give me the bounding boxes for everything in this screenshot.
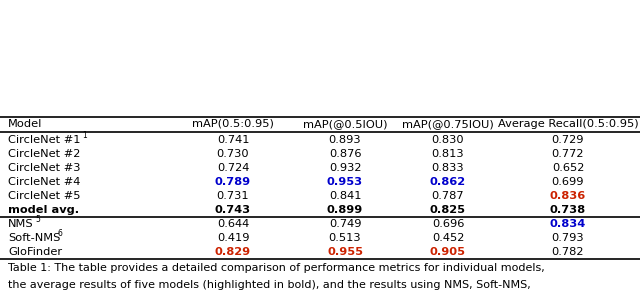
Text: CircleNet #4: CircleNet #4 xyxy=(8,177,81,187)
Text: mAP(@0.75IOU): mAP(@0.75IOU) xyxy=(402,119,494,129)
Text: 0.787: 0.787 xyxy=(432,191,464,201)
Text: CircleNet #2: CircleNet #2 xyxy=(8,149,81,159)
Text: 0.825: 0.825 xyxy=(430,205,466,215)
Text: 0.862: 0.862 xyxy=(430,177,466,187)
Text: mAP(0.5:0.95): mAP(0.5:0.95) xyxy=(192,119,274,129)
Text: 0.738: 0.738 xyxy=(550,205,586,215)
Text: Model: Model xyxy=(8,119,42,129)
Text: 1: 1 xyxy=(82,131,87,140)
Text: model avg.: model avg. xyxy=(8,205,79,215)
Text: GloFinder: GloFinder xyxy=(8,247,62,257)
Text: 0.724: 0.724 xyxy=(217,163,249,173)
Text: 0.696: 0.696 xyxy=(432,219,464,229)
Text: 0.813: 0.813 xyxy=(432,149,464,159)
Text: 0.953: 0.953 xyxy=(327,177,363,187)
Text: 0.893: 0.893 xyxy=(329,135,362,145)
Text: 0.652: 0.652 xyxy=(552,163,584,173)
Text: 0.644: 0.644 xyxy=(217,219,249,229)
Text: 0.452: 0.452 xyxy=(432,233,464,243)
Text: 0.836: 0.836 xyxy=(550,191,586,201)
Text: 0.699: 0.699 xyxy=(552,177,584,187)
Text: 0.729: 0.729 xyxy=(552,135,584,145)
Text: 0.955: 0.955 xyxy=(327,247,363,257)
Text: 0.876: 0.876 xyxy=(329,149,361,159)
Text: 6: 6 xyxy=(58,229,63,237)
Text: 0.513: 0.513 xyxy=(329,233,362,243)
Text: 0.830: 0.830 xyxy=(432,135,464,145)
Text: 0.932: 0.932 xyxy=(329,163,361,173)
Text: 0.419: 0.419 xyxy=(217,233,249,243)
Text: 0.789: 0.789 xyxy=(215,177,251,187)
Text: 0.731: 0.731 xyxy=(217,191,250,201)
Text: CircleNet #1: CircleNet #1 xyxy=(8,135,81,145)
Text: 0.749: 0.749 xyxy=(329,219,361,229)
Text: 0.741: 0.741 xyxy=(217,135,249,145)
Text: 5: 5 xyxy=(35,215,40,223)
Text: 0.829: 0.829 xyxy=(215,247,251,257)
Text: 0.841: 0.841 xyxy=(329,191,361,201)
Text: NMS: NMS xyxy=(8,219,34,229)
Text: Table 1: The table provides a detailed comparison of performance metrics for ind: Table 1: The table provides a detailed c… xyxy=(8,263,545,273)
Text: 0.730: 0.730 xyxy=(217,149,250,159)
Text: 0.833: 0.833 xyxy=(432,163,464,173)
Text: 0.772: 0.772 xyxy=(552,149,584,159)
Text: mAP(@0.5IOU): mAP(@0.5IOU) xyxy=(303,119,387,129)
Text: Soft-NMS: Soft-NMS xyxy=(8,233,60,243)
Text: 0.793: 0.793 xyxy=(552,233,584,243)
Text: 0.899: 0.899 xyxy=(327,205,363,215)
Text: the average results of five models (highlighted in bold), and the results using : the average results of five models (high… xyxy=(8,279,531,289)
Text: 0.743: 0.743 xyxy=(215,205,251,215)
Text: CircleNet #3: CircleNet #3 xyxy=(8,163,81,173)
Text: 0.834: 0.834 xyxy=(550,219,586,229)
Text: Average Recall(0.5:0.95): Average Recall(0.5:0.95) xyxy=(498,119,638,129)
Text: 0.905: 0.905 xyxy=(430,247,466,257)
Text: CircleNet #5: CircleNet #5 xyxy=(8,191,81,201)
Text: 0.782: 0.782 xyxy=(552,247,584,257)
